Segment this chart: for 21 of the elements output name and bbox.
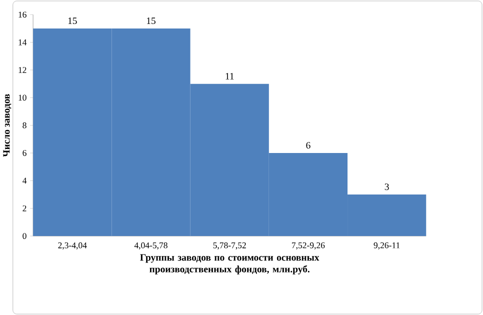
x-tick-label: 5,78-7,52 <box>213 242 246 250</box>
y-tick-label: 10 <box>18 94 26 101</box>
y-tick-label: 16 <box>18 12 26 18</box>
data-label: 6 <box>306 142 310 149</box>
y-tick-label: 0 <box>22 233 26 239</box>
y-tick-label: 2 <box>22 205 26 212</box>
y-tick-label: 14 <box>18 39 27 46</box>
data-label: 15 <box>146 18 156 24</box>
y-tick-label: 6 <box>22 150 26 156</box>
x-axis-title: Группы заводов по стоимости основных производственных фондов, млн.руб. <box>140 254 320 274</box>
data-label: 3 <box>384 184 389 190</box>
y-axis-title: Число заводов <box>3 94 12 157</box>
x-tick-label: 7,52-9,26 <box>292 242 325 250</box>
x-tick-label: 2,3-4,04 <box>58 242 87 250</box>
x-tick-label: 9,26-11 <box>374 242 400 250</box>
y-tick-label: 12 <box>18 67 26 73</box>
data-label: 15 <box>68 18 77 24</box>
y-tick-label: 8 <box>22 122 26 128</box>
data-label: 11 <box>226 72 234 80</box>
x-tick-label: 4,04-5,78 <box>134 242 168 250</box>
y-tick-label: 4 <box>22 178 27 184</box>
